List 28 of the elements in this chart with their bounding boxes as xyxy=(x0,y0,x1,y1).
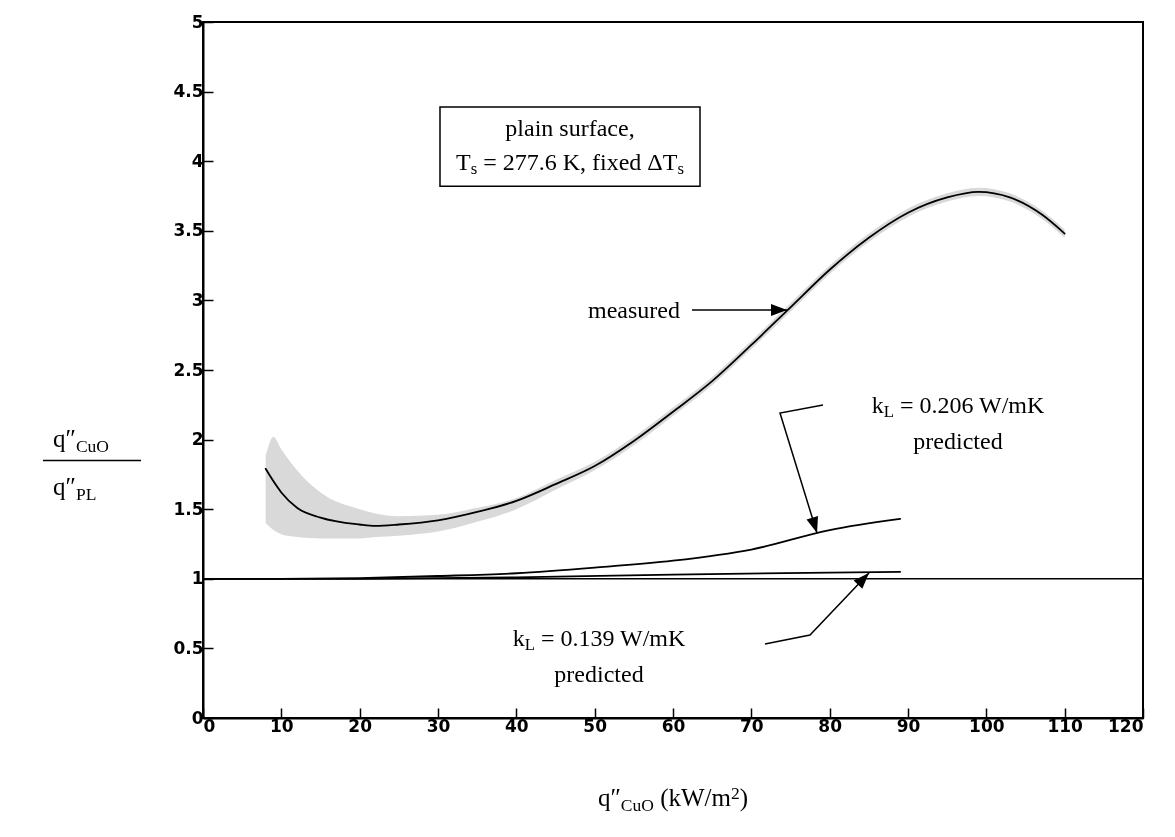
y-tick-label: 2 xyxy=(191,429,204,450)
x-tick-label: 30 xyxy=(426,715,451,736)
annotation: k$_{L}$ = 0.206 W/mK predicted xyxy=(871,392,1046,454)
x-tick-label: 40 xyxy=(505,715,529,736)
y-tick-label: 4.5 xyxy=(173,81,204,102)
annotation: measured xyxy=(588,297,680,323)
x-tick-label: 110 xyxy=(1047,715,1084,736)
x-tick-label: 10 xyxy=(270,715,294,736)
y-tick-label: 3.5 xyxy=(173,220,204,241)
x-axis-title: q″$_{CuO}$ (kW/m$^{2}$) xyxy=(597,782,749,815)
y-tick-label: 3 xyxy=(191,289,204,310)
annotation: k$_{L}$ = 0.139 W/mK predicted xyxy=(512,625,687,687)
y-tick-label: 2.5 xyxy=(173,359,204,380)
x-tick-label: 70 xyxy=(740,715,764,736)
y-tick-label: 1 xyxy=(191,568,204,589)
y-tick-label: 0.5 xyxy=(173,637,204,658)
y-tick-label: 5 xyxy=(191,11,204,32)
x-tick-label: 90 xyxy=(896,715,921,736)
x-tick-label: 120 xyxy=(1108,715,1144,736)
text: plain surface, T$_{s}$ = 277.6 K, fixed ΔT$_{s}$ xyxy=(455,115,685,179)
y-tick-label: 1.5 xyxy=(173,498,204,519)
x-tick-label: 60 xyxy=(661,715,686,736)
y-axis-title: q″$_{CuO}$ q″$_{PL}$ xyxy=(53,424,109,504)
x-tick-label: 20 xyxy=(348,715,373,736)
y-tick-label: 4 xyxy=(191,150,204,171)
x-tick-label: 100 xyxy=(969,715,1005,736)
x-tick-label: 80 xyxy=(818,715,843,736)
x-tick-label: 50 xyxy=(583,715,608,736)
